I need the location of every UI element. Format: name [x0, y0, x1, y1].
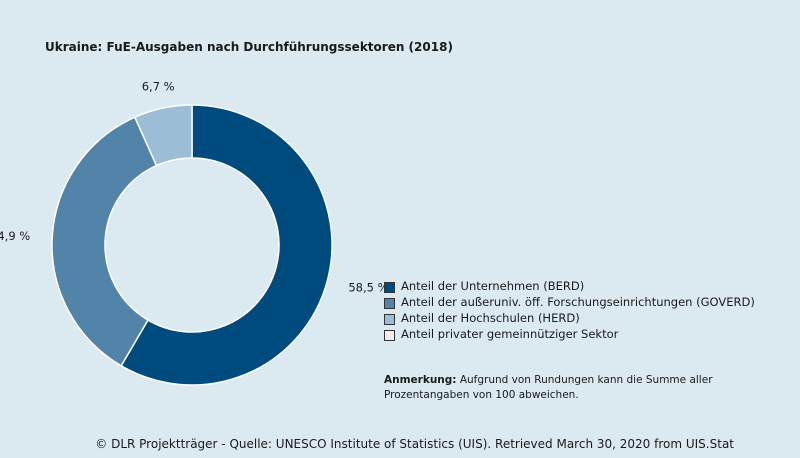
slice-label-herd: 6,7 % [142, 80, 175, 94]
footnote-label: Anmerkung: [384, 374, 457, 386]
legend-item-berd: Anteil der Unternehmen (BERD) [384, 279, 755, 295]
legend: Anteil der Unternehmen (BERD) Anteil der… [384, 279, 755, 343]
legend-item-herd: Anteil der Hochschulen (HERD) [384, 311, 755, 327]
legend-swatch-berd [384, 281, 395, 293]
legend-swatch-goverd [384, 297, 395, 309]
legend-swatch-herd [384, 313, 395, 325]
slice-label-goverd: 34,9 % [0, 229, 30, 243]
legend-label-herd: Anteil der Hochschulen (HERD) [401, 311, 580, 326]
legend-label-goverd: Anteil der außeruniv. öff. Forschungsein… [401, 295, 755, 310]
slice-label-berd: 58,5 % [348, 280, 388, 294]
legend-label-private: Anteil privater gemeinnütziger Sektor [401, 327, 619, 342]
legend-label-berd: Anteil der Unternehmen (BERD) [401, 279, 585, 294]
legend-item-goverd: Anteil der außeruniv. öff. Forschungsein… [384, 295, 755, 311]
donut-slice-berd [120, 104, 333, 386]
donut-slice-herd [133, 104, 193, 167]
footnote: Anmerkung: Aufgrund von Rundungen kann d… [384, 373, 714, 402]
footnote-text: Aufgrund von Rundungen kann die Summe al… [384, 374, 713, 401]
legend-item-private: Anteil privater gemeinnütziger Sektor [384, 327, 755, 343]
legend-swatch-private [384, 329, 395, 341]
chart-title: Ukraine: FuE-Ausgaben nach Durchführungs… [45, 40, 453, 54]
source-credit: © DLR Projektträger - Quelle: UNESCO Ins… [95, 437, 734, 451]
donut-slice-goverd [51, 116, 158, 367]
